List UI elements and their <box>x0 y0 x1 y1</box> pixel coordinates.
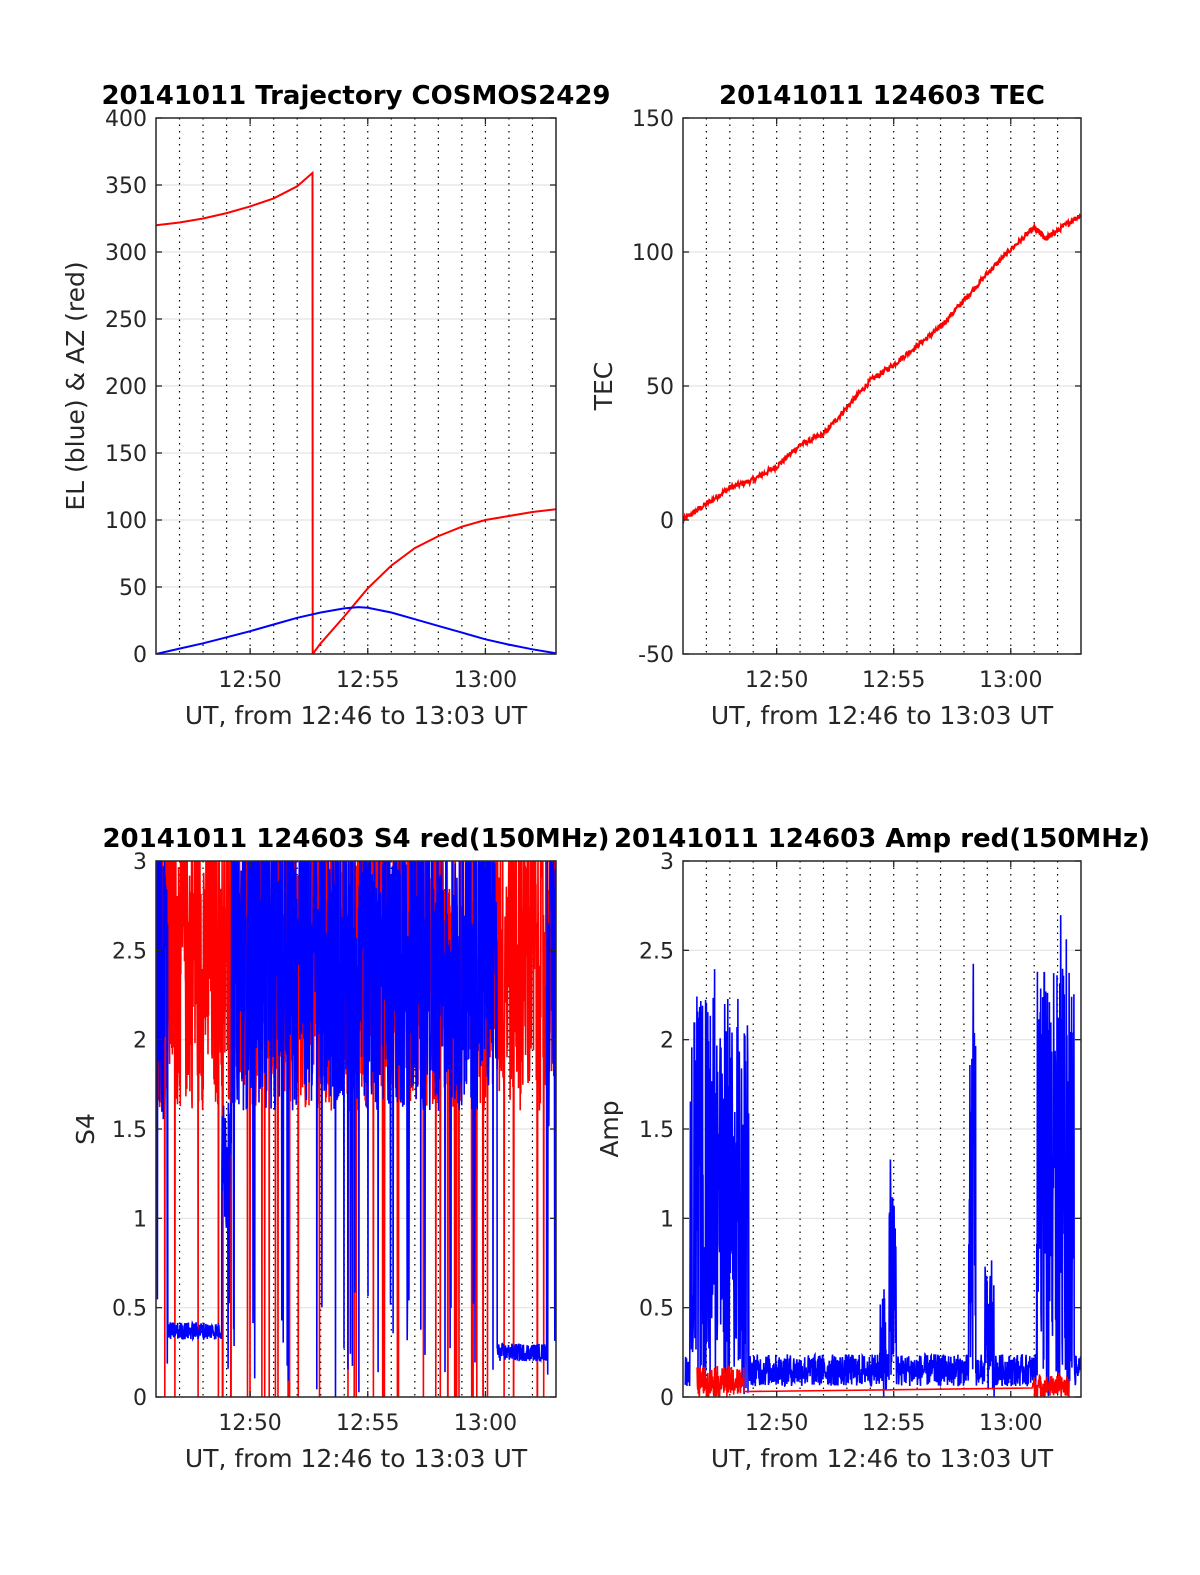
y-tick-label: 150 <box>632 107 674 132</box>
chart-title: 20141011 124603 S4 red(150MHz) <box>102 824 609 854</box>
y-axis-label: TEC <box>589 362 618 412</box>
y-tick-label: 350 <box>105 174 147 199</box>
series-group <box>683 213 1081 525</box>
y-tick-label: 2.5 <box>112 939 147 964</box>
x-tick-label: 13:00 <box>454 668 517 693</box>
x-tick-label: 13:00 <box>979 668 1042 693</box>
x-tick-label: 13:00 <box>979 1411 1042 1436</box>
x-axis-label: UT, from 12:46 to 13:03 UT <box>185 1444 528 1473</box>
x-tick-label: 12:55 <box>336 668 399 693</box>
series-line-blue <box>684 915 1081 1397</box>
y-tick-label: -50 <box>638 643 674 668</box>
y-tick-label: 2 <box>660 1029 674 1054</box>
x-axis-label: UT, from 12:46 to 13:03 UT <box>711 1444 1054 1473</box>
y-tick-label: 0 <box>660 1386 674 1411</box>
y-tick-label: 2.5 <box>639 939 674 964</box>
y-tick-label: 400 <box>105 107 147 132</box>
x-tick-label: 12:50 <box>218 668 281 693</box>
y-tick-label: 250 <box>105 308 147 333</box>
x-tick-label: 12:55 <box>336 1411 399 1436</box>
y-tick-label: 200 <box>105 375 147 400</box>
y-axis-label: EL (blue) & AZ (red) <box>61 261 90 510</box>
x-axis-label: UT, from 12:46 to 13:03 UT <box>185 701 528 730</box>
y-tick-label: 50 <box>646 375 674 400</box>
y-tick-label: 150 <box>105 442 147 467</box>
y-tick-label: 1 <box>660 1207 674 1232</box>
x-tick-label: 12:50 <box>745 668 808 693</box>
y-axis-label: S4 <box>71 1113 100 1145</box>
chart-title: 20141011 124603 TEC <box>719 81 1045 111</box>
series-line-blue <box>156 861 556 1397</box>
y-tick-label: 0.5 <box>639 1297 674 1322</box>
x-tick-label: 12:50 <box>218 1411 281 1436</box>
x-tick-label: 13:00 <box>454 1411 517 1436</box>
y-tick-label: 0 <box>133 1386 147 1411</box>
series-line-red <box>683 213 1081 525</box>
y-tick-label: 0 <box>133 643 147 668</box>
panel-tec: -50 0 50 100 150 12:50 12:55 13:00 20141011 1246… <box>589 81 1082 730</box>
series-group <box>684 915 1081 1397</box>
chart-title: 20141011 Trajectory COSMOS2429 <box>101 81 610 111</box>
y-tick-label: 100 <box>105 509 147 534</box>
x-axis-label: UT, from 12:46 to 13:03 UT <box>711 701 1054 730</box>
y-tick-label: 0.5 <box>112 1297 147 1322</box>
y-tick-label: 100 <box>632 241 674 266</box>
y-tick-label: 50 <box>119 576 147 601</box>
series-group <box>156 861 556 1397</box>
x-tick-label: 12:55 <box>862 1411 925 1436</box>
y-tick-label: 2 <box>133 1029 147 1054</box>
panel-trajectory: 0 50 100 150 200 250 300 350 400 12:50 12:55 13:00 2… <box>61 81 611 730</box>
y-tick-label: 3 <box>660 850 674 875</box>
x-tick-label: 12:50 <box>745 1411 808 1436</box>
y-tick-label: 1.5 <box>112 1118 147 1143</box>
panel-amp: 0 0.5 1 1.5 2 2.5 3 12:50 12:55 13:00 20141011 124… <box>595 824 1150 1473</box>
y-tick-label: 1 <box>133 1207 147 1232</box>
y-tick-label: 3 <box>133 850 147 875</box>
panel-s4: 0 0.5 1 1.5 2 2.5 3 12:50 12:55 13:00 20141011 124… <box>71 824 610 1473</box>
series-line-red <box>156 170 556 654</box>
x-tick-label: 12:55 <box>862 668 925 693</box>
series-group <box>156 170 556 654</box>
y-axis-label: Amp <box>595 1100 624 1157</box>
y-tick-label: 300 <box>105 241 147 266</box>
y-tick-label: 1.5 <box>639 1118 674 1143</box>
series-line-red <box>696 1364 1070 1397</box>
series-line-blue <box>156 606 556 654</box>
chart-title: 20141011 124603 Amp red(150MHz) <box>614 824 1150 854</box>
y-tick-label: 0 <box>660 509 674 534</box>
